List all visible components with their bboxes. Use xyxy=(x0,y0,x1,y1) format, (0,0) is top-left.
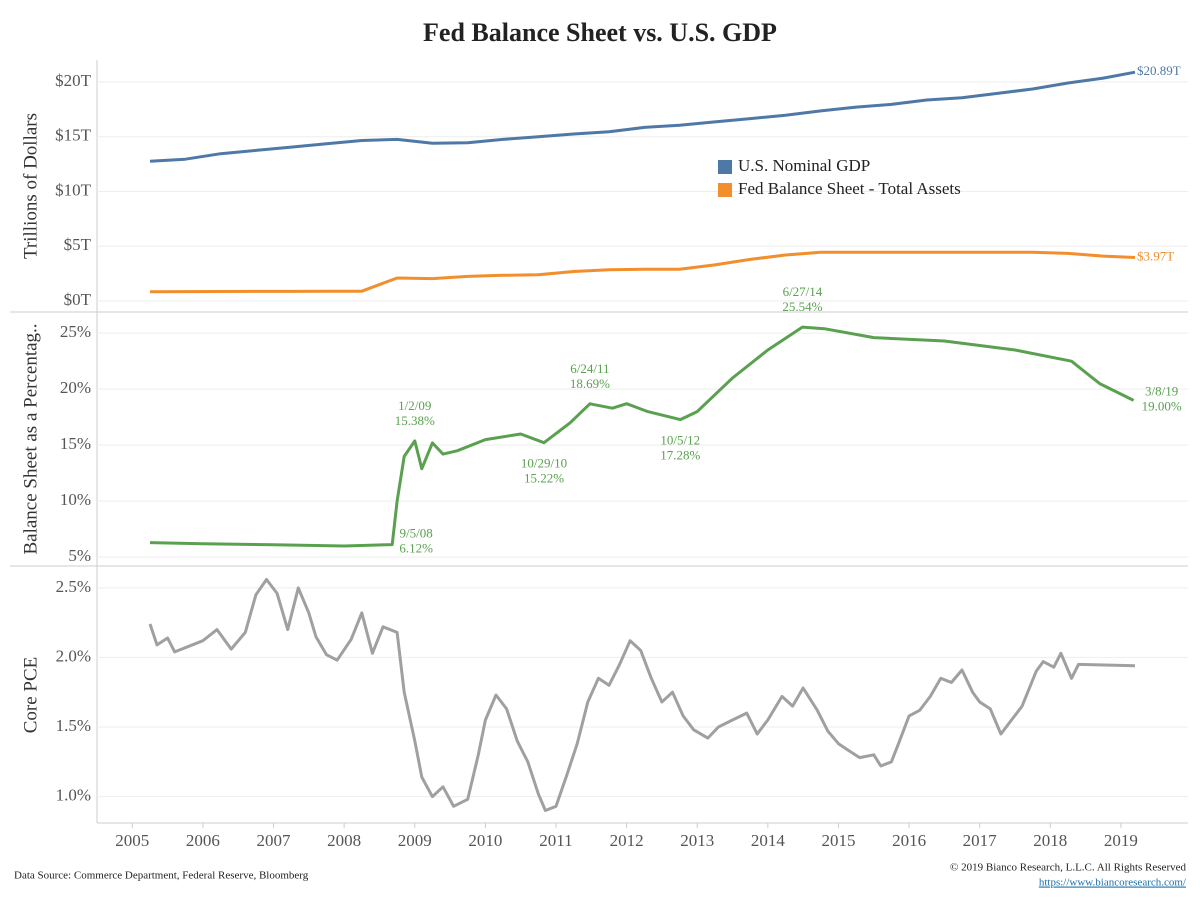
y-tick-label: $0T xyxy=(64,290,92,309)
x-tick-label: 2019 xyxy=(1104,831,1138,850)
x-tick-label: 2013 xyxy=(680,831,714,850)
x-tick-label: 2012 xyxy=(610,831,644,850)
y-tick-label: $10T xyxy=(55,180,92,199)
x-tick-label: 2014 xyxy=(751,831,786,850)
y-tick-label: $20T xyxy=(55,71,92,90)
annotation-date: 10/5/12 xyxy=(660,433,700,448)
y-tick-label: 5% xyxy=(68,546,91,565)
annotation-value: 15.38% xyxy=(395,413,435,428)
annotation-value: 6.12% xyxy=(399,541,433,556)
series-line xyxy=(148,578,1136,812)
y-tick-label: 20% xyxy=(60,378,91,397)
annotation-date: 9/5/08 xyxy=(400,526,433,541)
series-line xyxy=(149,325,1135,548)
y-tick-label: 1.0% xyxy=(56,785,91,804)
y-tick-label: 15% xyxy=(60,434,91,453)
annotation-value: 17.28% xyxy=(660,448,700,463)
x-tick-label: 2007 xyxy=(257,831,292,850)
x-tick-label: 2010 xyxy=(468,831,502,850)
x-tick-label: 2017 xyxy=(963,831,998,850)
end-label: $3.97T xyxy=(1137,249,1174,264)
x-tick-label: 2011 xyxy=(539,831,572,850)
legend-swatch xyxy=(718,183,732,197)
x-tick-label: 2015 xyxy=(821,831,855,850)
annotation-value: 25.54% xyxy=(782,299,822,314)
annotation-date: 6/27/14 xyxy=(783,284,823,299)
annotation-date: 3/8/19 xyxy=(1145,383,1178,398)
url-link[interactable]: https://www.biancoresearch.com/ xyxy=(1039,877,1187,889)
legend-label: U.S. Nominal GDP xyxy=(738,156,870,175)
series-line xyxy=(149,70,1136,163)
y-tick-label: 25% xyxy=(60,322,91,341)
y-tick-label: 2.0% xyxy=(56,646,91,665)
y-tick-label: 1.5% xyxy=(56,716,91,735)
annotation-value: 18.69% xyxy=(570,376,610,391)
annotation-date: 1/2/09 xyxy=(398,398,431,413)
y-axis-title: Balance Sheet as a Percentag.. xyxy=(20,323,41,554)
y-tick-label: $5T xyxy=(64,235,92,254)
series-line xyxy=(149,250,1136,294)
x-tick-label: 2016 xyxy=(892,831,926,850)
y-tick-label: $15T xyxy=(55,126,92,145)
annotation-value: 19.00% xyxy=(1142,398,1182,413)
end-label: $20.89T xyxy=(1137,63,1181,78)
y-axis-title: Core PCE xyxy=(20,657,41,734)
legend-label: Fed Balance Sheet - Total Assets xyxy=(738,179,961,198)
x-tick-label: 2008 xyxy=(327,831,361,850)
copyright: © 2019 Bianco Research, L.L.C. All Right… xyxy=(950,862,1186,874)
annotation-date: 10/29/10 xyxy=(521,456,567,471)
annotation-date: 6/24/11 xyxy=(570,361,609,376)
source-note: Data Source: Commerce Department, Federa… xyxy=(14,870,309,882)
x-tick-label: 2006 xyxy=(186,831,220,850)
x-tick-label: 2005 xyxy=(115,831,149,850)
x-tick-label: 2018 xyxy=(1033,831,1067,850)
y-tick-label: 10% xyxy=(60,490,91,509)
y-axis-title: Trillions of Dollars xyxy=(20,113,41,259)
x-tick-label: 2009 xyxy=(398,831,432,850)
legend-swatch xyxy=(718,160,732,174)
annotation-value: 15.22% xyxy=(524,471,564,486)
chart-title: Fed Balance Sheet vs. U.S. GDP xyxy=(423,18,777,47)
y-tick-label: 2.5% xyxy=(56,577,91,596)
